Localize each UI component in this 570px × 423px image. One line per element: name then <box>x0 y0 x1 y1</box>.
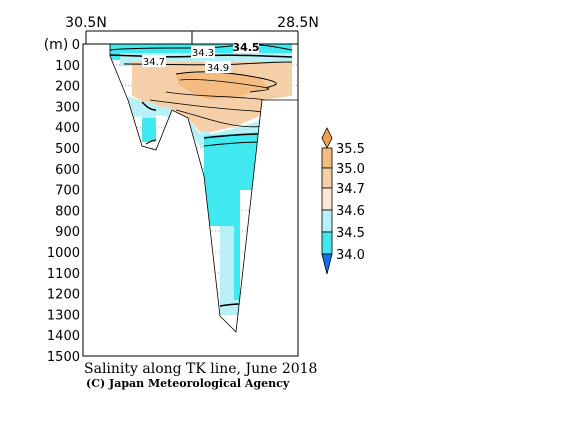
colorbar-top-arrow <box>321 127 333 149</box>
y-tick-label: 1200 <box>47 288 80 303</box>
contour-bottom <box>219 303 241 307</box>
x-label-left: 30.5N <box>65 15 107 31</box>
colorbar-label-35.5: 35.5 <box>336 142 365 157</box>
contour-left-1 <box>141 101 157 111</box>
colorbar-bottom-arrow <box>321 253 333 275</box>
y-tick-label: 400 <box>55 121 80 136</box>
colorbar-label-34.6: 34.6 <box>336 204 365 219</box>
fill-34.0-34.5-deep <box>204 132 262 300</box>
plot-frame-overlay <box>82 43 299 357</box>
contour-deep-2 <box>203 141 263 147</box>
y-unit-label: (m) <box>44 37 69 53</box>
y-tick-label: 1500 <box>47 350 80 365</box>
colorbar-cell-35.0-35.5 <box>321 147 333 169</box>
y-tick-label: 1300 <box>47 308 80 323</box>
contour-left-2 <box>145 139 157 145</box>
colorbar-cell-34.5-34.6 <box>321 209 333 233</box>
colorbar-label-34.0: 34.0 <box>336 248 365 263</box>
contour-label-box-34.3 <box>191 46 215 58</box>
y-tick-label: 1000 <box>47 246 80 261</box>
y-tick-label: 600 <box>55 163 80 178</box>
chart-title: Salinity along TK line, June 2018 <box>84 361 317 377</box>
x-label-right: 28.5N <box>277 15 319 31</box>
chart-credit: (C) Japan Meteorological Agency <box>86 377 290 390</box>
fill-34.5-34.6-deep <box>220 226 234 300</box>
contour-label-34.3: 34.3 <box>192 48 214 59</box>
contour-deep-1 <box>203 133 263 139</box>
y-tick-label: 0 <box>72 38 80 53</box>
y-tick-label: 800 <box>55 204 80 219</box>
contour-label-box-34.9 <box>205 61 231 73</box>
y-tick-label: 900 <box>55 225 80 240</box>
y-tick-label: 1400 <box>47 329 80 344</box>
y-tick-label: 200 <box>55 80 80 95</box>
fill-34.5-34.6-bottom <box>220 300 240 315</box>
colorbar-label-35.0: 35.0 <box>336 162 365 177</box>
contour-34.9 <box>175 71 277 89</box>
colorbar-label-34.7: 34.7 <box>336 182 365 197</box>
fill-34.0-34.5-left <box>142 118 156 142</box>
contour-label-box-34.7 <box>142 55 166 67</box>
contour-label-34.9: 34.9 <box>207 63 229 74</box>
contour-label-34.7: 34.7 <box>143 57 165 68</box>
fill-34.5-34.6-left <box>136 100 156 118</box>
contour-34.3 <box>109 44 293 51</box>
y-tick-label: 700 <box>55 184 80 199</box>
y-tick-label: 1100 <box>47 267 80 282</box>
contour-label-34.5: 34.5 <box>232 41 259 54</box>
colorbar-cell-34.6-34.7 <box>321 187 333 211</box>
colorbar-label-34.5: 34.5 <box>336 226 365 241</box>
y-tick-label: 500 <box>55 142 80 157</box>
colorbar-cell-34.0-34.5 <box>321 231 333 255</box>
y-tick-label: 100 <box>55 59 80 74</box>
contour-labels: 34.3 34.5 34.7 34.9 <box>142 41 260 74</box>
colorbar: 35.5 35.0 34.7 34.6 34.5 34.0 <box>321 127 365 275</box>
contour-label-box-34.5 <box>233 41 259 53</box>
y-tick-label: 300 <box>55 100 80 115</box>
fill-35.0-35.5 <box>176 72 268 100</box>
colorbar-cell-34.7-35.0 <box>321 167 333 189</box>
contour-inner-1 <box>179 79 270 93</box>
